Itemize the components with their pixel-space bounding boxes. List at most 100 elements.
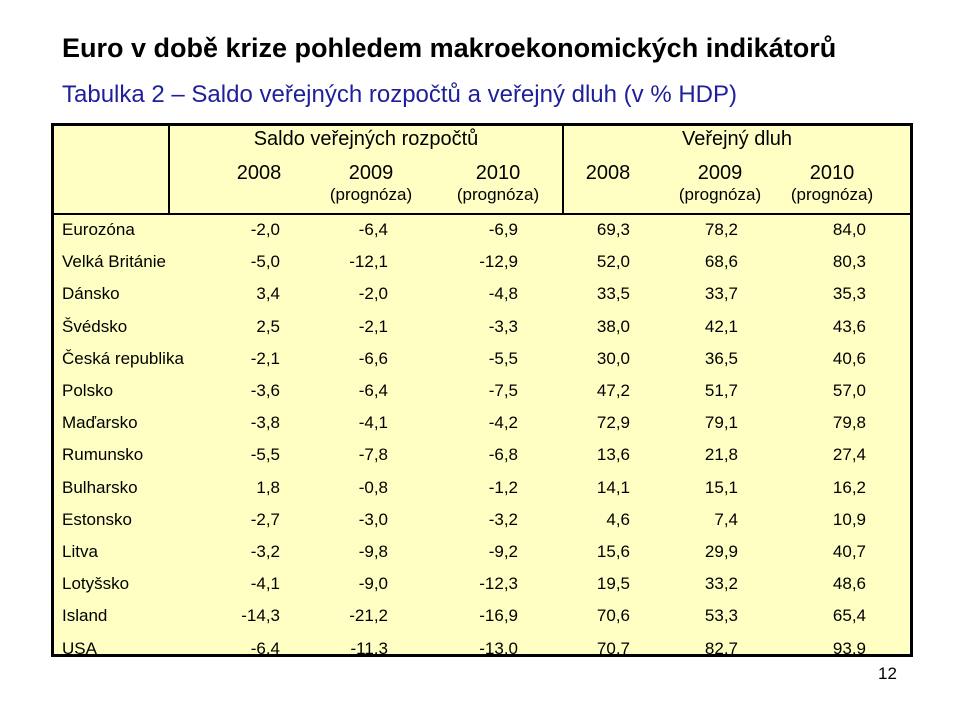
table-cell: 33,2 — [704, 574, 738, 594]
table-cell: 78,2 — [704, 220, 738, 239]
table-cell: -2,1 — [250, 348, 280, 368]
table-cell: 47,2 — [596, 381, 630, 400]
table-cell: -3,8 — [250, 413, 280, 433]
table-cell: -3,6 — [250, 381, 280, 400]
table-cell: 33,5 — [596, 284, 630, 304]
table-cell: -6,9 — [488, 220, 518, 239]
table-caption: Tabulka 2 – Saldo veřejných rozpočtů a v… — [62, 81, 737, 108]
table-cell: 70,6 — [596, 606, 630, 626]
table-cell: -2,1 — [358, 316, 388, 336]
table-cell: -6,4 — [250, 638, 280, 658]
table-cell: -3,2 — [250, 542, 280, 561]
table-cell: -4,1 — [250, 574, 280, 594]
table-cell: -2,0 — [250, 220, 280, 239]
row-country-label: Dánsko — [62, 284, 120, 304]
table-cell: 79,1 — [704, 413, 738, 433]
table-cell: 84,0 — [832, 220, 866, 239]
table-cell: 10,9 — [832, 509, 866, 529]
table-cell: 40,6 — [832, 348, 866, 368]
table-cell: -2,7 — [250, 509, 280, 529]
table-cell: 52,0 — [596, 252, 630, 272]
table-cell: -14,3 — [241, 606, 280, 626]
column-header: 2010 (prognóza) — [762, 162, 902, 206]
column-header-year: 2010 — [475, 162, 521, 184]
row-country-label: Estonsko — [62, 509, 132, 529]
table-cell: 16,2 — [832, 477, 866, 497]
table-cell: 43,6 — [832, 316, 866, 336]
table-cell: -1,2 — [488, 477, 518, 497]
table-cell: 65,4 — [832, 606, 866, 626]
row-country-label: Švédsko — [62, 316, 128, 336]
table-cell: -16,9 — [479, 606, 518, 626]
table-cell: -4,1 — [358, 413, 388, 433]
table-cell: 35,3 — [832, 284, 866, 304]
table-cell: 13,6 — [596, 445, 630, 465]
row-country-label: Island — [62, 606, 108, 626]
table-cell: -13,0 — [479, 638, 518, 658]
table-cell: -7,8 — [358, 445, 388, 465]
column-header: 2008 — [189, 162, 329, 184]
table-cell: -9,2 — [488, 542, 518, 561]
table-divider-countries — [168, 123, 170, 213]
table-cell: -7,5 — [488, 381, 518, 400]
table-cell: -5,5 — [488, 348, 518, 368]
table-cell: -3,2 — [488, 509, 518, 529]
column-header: 2010 (prognóza) — [428, 162, 568, 206]
table-cell: 4,6 — [606, 509, 630, 529]
table-cell: 21,8 — [704, 445, 738, 465]
table-cell: -3,0 — [358, 509, 388, 529]
table-cell: 3,4 — [256, 284, 280, 304]
column-header-year: 2008 — [236, 162, 282, 184]
column-header-note: (prognóza) — [329, 185, 413, 204]
column-header: 2009 (prognóza) — [650, 162, 790, 206]
row-country-label: Eurozóna — [62, 220, 135, 239]
table-cell: -9,8 — [358, 542, 388, 561]
table-cell: -12,1 — [349, 252, 388, 272]
table-cell: 30,0 — [596, 348, 630, 368]
table-cell: 42,1 — [704, 316, 738, 336]
row-country-label: Maďarsko — [62, 413, 138, 433]
row-country-label: Bulharsko — [62, 477, 138, 497]
table-cell: -6,4 — [358, 220, 388, 239]
column-header-year: 2010 — [809, 162, 855, 184]
table-cell: 93,9 — [832, 638, 866, 658]
row-country-label: Rumunsko — [62, 445, 144, 465]
table-cell: 1,8 — [256, 477, 280, 497]
table-cell: 15,6 — [596, 542, 630, 561]
row-country-label: Litva — [62, 542, 98, 561]
group-header-debt: Veřejný dluh — [681, 128, 793, 150]
table-cell: -11,3 — [350, 638, 389, 658]
table-cell: -6,6 — [358, 348, 388, 368]
table-cell: -12,3 — [479, 574, 518, 594]
table-cell: -0,8 — [358, 477, 388, 497]
group-header-balance: Saldo veřejných rozpočtů — [253, 128, 479, 150]
column-header-year: 2009 — [697, 162, 743, 184]
table-cell: -4,8 — [488, 284, 518, 304]
table-cell: 38,0 — [596, 316, 630, 336]
table-cell: -6,8 — [488, 445, 518, 465]
column-header-year: 2008 — [585, 162, 631, 184]
table-cell: 14,1 — [596, 477, 630, 497]
table-cell: 79,8 — [832, 413, 866, 433]
row-country-label: Lotyšsko — [62, 574, 130, 594]
table-cell: -5,5 — [250, 445, 280, 465]
table-divider-groups — [562, 123, 564, 213]
table-cell: 27,4 — [832, 445, 866, 465]
table-cell: 33,7 — [704, 284, 738, 304]
table-cell: -4,2 — [488, 413, 518, 433]
column-header-year: 2009 — [348, 162, 394, 184]
data-table — [51, 123, 913, 657]
table-cell: -3,3 — [488, 316, 518, 336]
table-cell: 2,5 — [256, 316, 280, 336]
row-country-label: Česká republika — [62, 348, 184, 368]
column-header: 2008 — [538, 162, 678, 184]
table-cell: -2,0 — [358, 284, 388, 304]
page-number: 12 — [878, 664, 897, 683]
column-header-note: (prognóza) — [456, 185, 540, 204]
table-cell: 40,7 — [832, 542, 866, 561]
column-header-note: (prognóza) — [678, 185, 762, 204]
table-header-divider — [51, 213, 913, 215]
table-cell: 82,7 — [704, 638, 738, 658]
table-cell: -6,4 — [358, 381, 388, 400]
table-cell: 48,6 — [832, 574, 866, 594]
